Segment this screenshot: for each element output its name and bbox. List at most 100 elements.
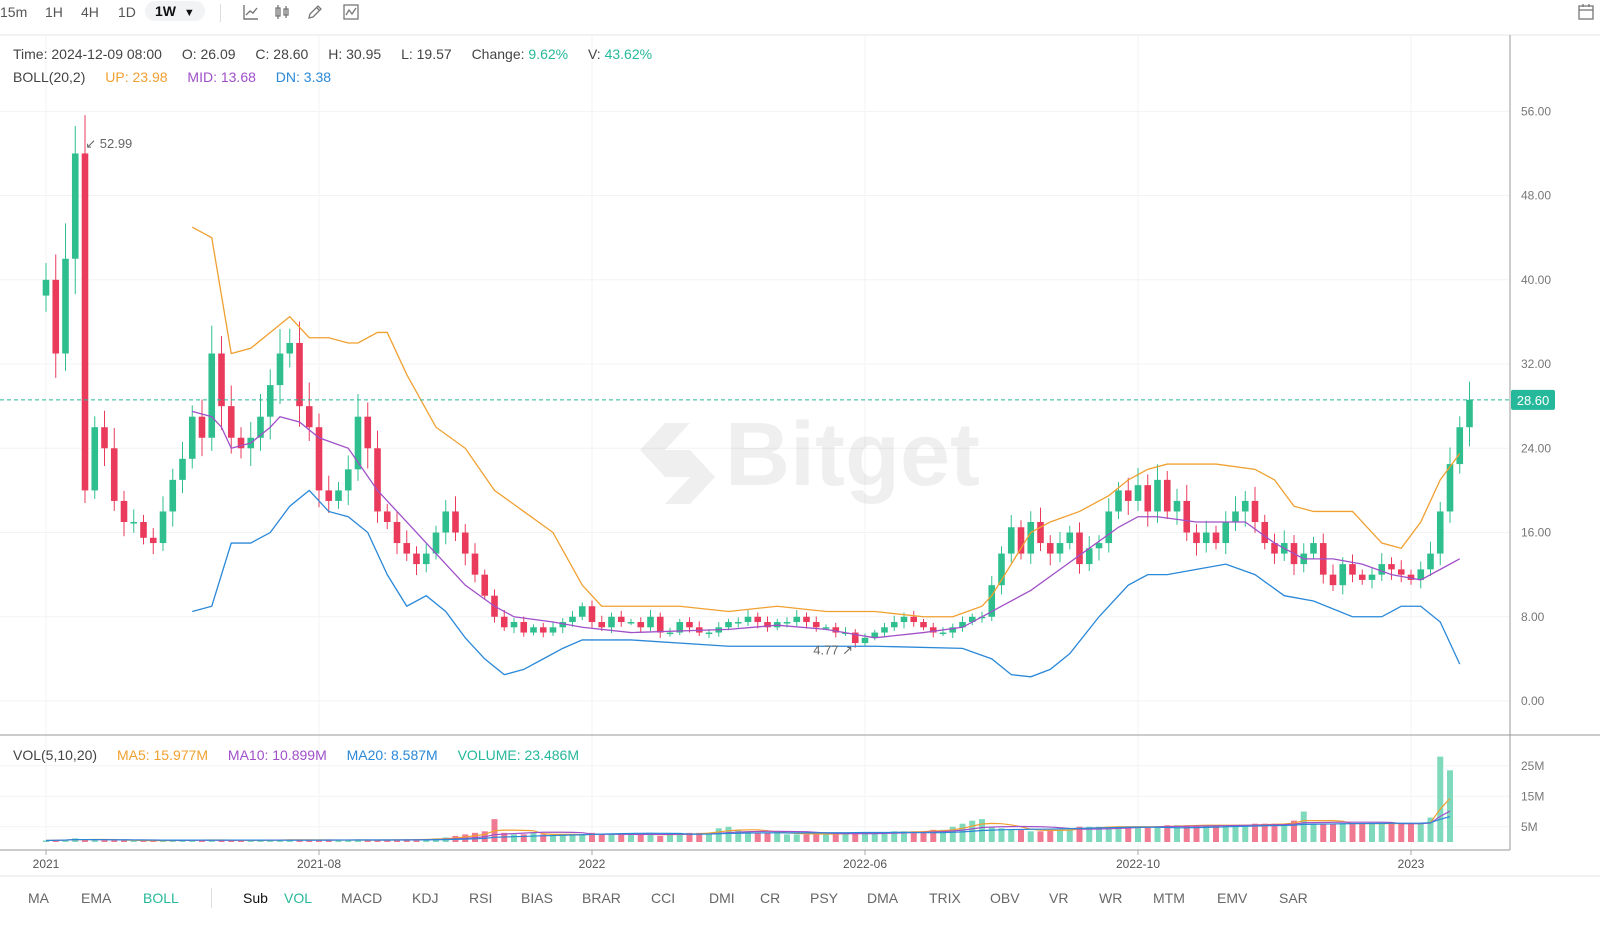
candle-body: [110, 448, 118, 501]
volume-bar: [930, 829, 937, 842]
sub-indicator-bias[interactable]: BIAS: [521, 890, 553, 906]
volume-bar: [940, 829, 946, 842]
volume-bar: [1447, 770, 1453, 842]
volume-bar: [384, 839, 391, 842]
candle-body: [1466, 399, 1473, 428]
volume-bar: [364, 840, 371, 842]
candle-body: [130, 521, 138, 524]
sub-indicator-kdj[interactable]: KDJ: [412, 890, 439, 906]
candle-body: [578, 606, 586, 617]
indicator-chart-icon[interactable]: [342, 3, 360, 21]
volume-bar: [706, 832, 712, 842]
candle-body: [305, 406, 313, 428]
candle-body: [354, 416, 362, 470]
indicator-boll[interactable]: BOLL: [143, 890, 179, 906]
volume-bar: [228, 840, 235, 842]
candle-body: [1358, 574, 1366, 580]
timeframe-4h[interactable]: 4H: [81, 4, 99, 20]
sub-indicator-wr[interactable]: WR: [1099, 890, 1123, 906]
boll-info: BOLL(20,2) UP: 23.98 MID: 13.68 DN: 3.38: [13, 69, 331, 85]
candle-body: [1271, 543, 1278, 554]
volume-bar: [374, 839, 381, 842]
timeframe-15m[interactable]: 15m: [0, 4, 28, 20]
candle-chart-icon[interactable]: [273, 3, 291, 21]
volume-bar: [1144, 826, 1151, 842]
volume-bar: [1027, 831, 1034, 842]
candle-body: [793, 616, 801, 623]
volume-bar: [1154, 826, 1161, 842]
sub-indicator-vr[interactable]: VR: [1049, 890, 1069, 906]
sub-indicator-psy[interactable]: PSY: [810, 890, 839, 906]
volume-bar: [150, 840, 157, 842]
volume-bar: [1047, 829, 1054, 842]
candle-body: [978, 616, 986, 619]
current-price-label: 28.60: [1517, 393, 1550, 408]
candle-body: [1417, 569, 1425, 580]
candle-body: [822, 627, 830, 629]
boll-label: BOLL(20,2): [13, 69, 86, 85]
boll-mid-line: [192, 410, 1461, 639]
volume-bar: [394, 839, 400, 842]
sub-indicator-macd[interactable]: MACD: [341, 890, 383, 906]
sub-indicator-brar[interactable]: BRAR: [582, 890, 621, 906]
volume-bar: [1408, 823, 1414, 842]
volume-bar: [52, 840, 59, 842]
timeframe-1d[interactable]: 1D: [118, 4, 136, 20]
volume-bar: [754, 832, 761, 842]
candle-body: [208, 353, 216, 438]
price-tick-label: 48.00: [1521, 189, 1551, 203]
timeframe-1h[interactable]: 1H: [45, 4, 63, 20]
calendar-icon[interactable]: [1577, 3, 1595, 21]
volume-bar: [686, 832, 693, 842]
sub-indicator-trix[interactable]: TRIX: [929, 890, 961, 906]
sub-indicator-cr[interactable]: CR: [760, 890, 781, 906]
pencil-icon[interactable]: [306, 3, 324, 21]
boll-upper-line: [191, 226, 1461, 618]
candle-body: [1339, 564, 1347, 586]
indicator-ema[interactable]: EMA: [81, 890, 112, 906]
volume-bar: [784, 834, 790, 842]
candle-body: [851, 632, 859, 644]
volume-bar: [403, 839, 410, 842]
candle-body: [588, 606, 596, 623]
volume-tick-label: 15M: [1521, 789, 1544, 803]
candle-body: [1134, 485, 1142, 501]
candle-body: [1037, 521, 1044, 544]
volume-bar: [1378, 823, 1385, 842]
candle-body: [949, 627, 957, 633]
candle-body: [120, 500, 128, 522]
volume-bar: [91, 839, 98, 842]
volume-bar: [520, 834, 527, 842]
volume-bar: [1398, 823, 1405, 842]
candle-body: [939, 632, 947, 635]
timeframe-1w[interactable]: 1W ▼: [145, 1, 205, 21]
candle-body: [169, 479, 177, 512]
sub-indicator-dma[interactable]: DMA: [867, 890, 899, 906]
volume-bar: [121, 840, 127, 842]
candle-body: [500, 616, 508, 628]
boll-up-readout: UP: 23.98: [105, 69, 168, 85]
candle-body: [1407, 574, 1415, 580]
volume-bar: [1437, 756, 1444, 842]
candle-body: [803, 616, 810, 623]
candle-body: [1378, 564, 1386, 575]
candle-body: [881, 627, 888, 633]
candle-body: [1115, 490, 1122, 512]
line-chart-icon[interactable]: [242, 3, 260, 21]
candle-body: [218, 353, 225, 407]
vol-change-label: V:: [587, 46, 605, 62]
sub-indicator-emv[interactable]: EMV: [1217, 890, 1248, 906]
sub-indicator-dmi[interactable]: DMI: [709, 890, 735, 906]
sub-indicator-rsi[interactable]: RSI: [469, 890, 493, 906]
price-chart[interactable]: Bitget 0.00 8.00 16.00 24.00 32.00 40.00 48.00…: [0, 0, 1600, 880]
candle-body: [1212, 532, 1220, 544]
candle-body: [393, 521, 401, 544]
sub-indicator-obv[interactable]: OBV: [990, 890, 1020, 906]
sub-indicator-sar[interactable]: SAR: [1279, 890, 1308, 906]
sub-indicator-cci[interactable]: CCI: [651, 890, 676, 906]
candle-body: [325, 490, 333, 501]
indicator-ma[interactable]: MA: [28, 890, 49, 906]
sub-indicator-mtm[interactable]: MTM: [1153, 890, 1185, 906]
candle-body: [1388, 564, 1395, 570]
sub-indicator-vol[interactable]: VOL: [284, 890, 313, 906]
